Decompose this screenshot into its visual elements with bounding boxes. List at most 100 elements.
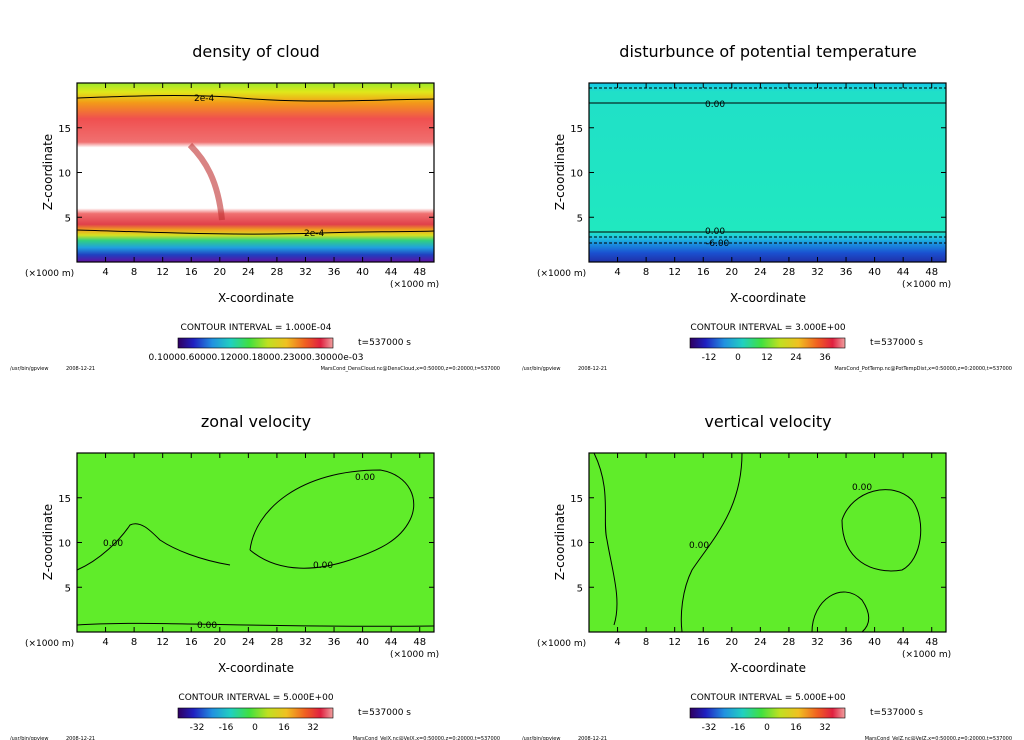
colorbar xyxy=(177,707,334,719)
x-tick-label: 20 xyxy=(213,637,226,648)
contour-label: -6.00 xyxy=(706,239,730,249)
footer-date: 2008-12-21 xyxy=(66,366,95,372)
x-unit-label: (×1000 m) xyxy=(390,280,439,290)
contour-interval: CONTOUR INTERVAL = 1.000E-04 xyxy=(181,323,332,333)
footer-date: 2008-12-21 xyxy=(578,736,607,740)
colorbar-tick-label: 0 xyxy=(764,723,770,733)
contour-label: 0.00 xyxy=(103,539,123,549)
cloud-plume xyxy=(187,142,225,221)
colorbar-tick-label: -16 xyxy=(219,723,234,733)
colorbar-tick-label: 16 xyxy=(278,723,290,733)
x-tick-label: 44 xyxy=(385,267,398,278)
x-tick-label: 24 xyxy=(754,637,767,648)
colorbar-tick-label: 16 xyxy=(790,723,802,733)
x-tick-label: 8 xyxy=(643,637,649,648)
x-axis-label: X-coordinate xyxy=(730,661,806,675)
x-tick-label: 36 xyxy=(840,267,853,278)
chart-title: vertical velocity xyxy=(704,412,831,431)
y-tick-label: 15 xyxy=(58,124,71,135)
x-tick-label: 32 xyxy=(811,267,824,278)
y-tick-label: 5 xyxy=(65,583,71,594)
contour-line xyxy=(680,452,743,633)
x-tick-label: 16 xyxy=(185,637,198,648)
x-tick-label: 28 xyxy=(271,267,284,278)
x-tick-label: 44 xyxy=(385,637,398,648)
x-tick-label: 32 xyxy=(299,267,312,278)
contour-label: 0.00 xyxy=(197,621,217,631)
contour-label: 2e-4 xyxy=(304,229,325,239)
y-axis-label: Z-coordinate xyxy=(41,504,55,580)
colorbar-tick-label: -12 xyxy=(702,353,717,363)
colorbar xyxy=(689,337,846,349)
x-tick-label: 32 xyxy=(811,637,824,648)
x-tick-label: 36 xyxy=(840,637,853,648)
plot-field xyxy=(77,83,434,262)
x-tick-label: 20 xyxy=(725,637,738,648)
contour-label: 2e-4 xyxy=(194,94,215,104)
x-tick-label: 24 xyxy=(242,267,255,278)
time-stamp: t=537000 s xyxy=(870,338,923,348)
footer-source: MarsCond_VelX.nc@VelX,x=0:50000,z=0:2000… xyxy=(353,736,500,740)
y-tick-label: 10 xyxy=(58,169,71,180)
x-tick-label: 4 xyxy=(614,637,620,648)
x-tick-label: 16 xyxy=(185,267,198,278)
y-axis-label: Z-coordinate xyxy=(41,134,55,210)
x-tick-label: 48 xyxy=(925,267,938,278)
x-tick-label: 16 xyxy=(697,267,710,278)
footer-path: /usr/bin/gpview xyxy=(522,736,560,740)
colorbar-tick-label: 32 xyxy=(307,723,318,733)
x-tick-label: 12 xyxy=(668,637,681,648)
colorbar-tick-label: 0 xyxy=(735,353,741,363)
x-tick-label: 32 xyxy=(299,637,312,648)
colorbar-tick-label: 36 xyxy=(819,353,831,363)
footer-source: MarsCond_DensCloud.nc@DensCloud,x=0:5000… xyxy=(321,366,500,372)
colorbar xyxy=(689,707,846,719)
colorbar-tick-label: 24 xyxy=(790,353,802,363)
y-axis-label: Z-coordinate xyxy=(553,134,567,210)
y-tick-label: 10 xyxy=(58,539,71,550)
contour-label: 0.00 xyxy=(852,483,872,493)
x-tick-label: 40 xyxy=(868,267,881,278)
x-unit-label: (×1000 m) xyxy=(902,280,951,290)
contour-interval: CONTOUR INTERVAL = 3.000E+00 xyxy=(690,323,845,333)
x-tick-label: 8 xyxy=(131,267,137,278)
y-unit-label: (×1000 m) xyxy=(537,639,586,649)
y-tick-label: 5 xyxy=(65,213,71,224)
y-tick-label: 10 xyxy=(570,169,583,180)
contour-interval: CONTOUR INTERVAL = 5.000E+00 xyxy=(690,693,845,703)
footer-source: MarsCond_PotTemp.nc@PotTempDist,x=0:5000… xyxy=(834,366,1012,372)
x-axis-label: X-coordinate xyxy=(218,291,294,305)
chart-title: density of cloud xyxy=(192,42,320,61)
contour-label: 0.00 xyxy=(705,100,725,110)
contour-line xyxy=(841,489,922,572)
colorbar-tick-label: -16 xyxy=(731,723,746,733)
x-tick-label: 12 xyxy=(156,267,169,278)
footer-date: 2008-12-21 xyxy=(66,736,95,740)
x-tick-label: 48 xyxy=(413,267,426,278)
x-tick-label: 4 xyxy=(614,267,620,278)
x-tick-label: 48 xyxy=(413,637,426,648)
contour-label: 0.00 xyxy=(355,473,375,483)
colorbar xyxy=(177,337,334,349)
x-tick-label: 20 xyxy=(725,267,738,278)
time-stamp: t=537000 s xyxy=(870,708,923,718)
contour-line xyxy=(249,469,415,569)
x-tick-label: 12 xyxy=(156,637,169,648)
x-tick-label: 24 xyxy=(754,267,767,278)
y-unit-label: (×1000 m) xyxy=(537,269,586,279)
x-tick-label: 24 xyxy=(242,637,255,648)
colorbar-tick-label: 0.10000.60000.12000.18000.23000.30000e-0… xyxy=(149,353,364,363)
x-tick-label: 44 xyxy=(897,267,910,278)
x-tick-label: 4 xyxy=(102,267,108,278)
time-stamp: t=537000 s xyxy=(358,338,411,348)
chart-panel-2: disturbunce of potential temperature 0.00… xyxy=(522,42,1012,372)
plot-field xyxy=(589,83,946,262)
y-tick-label: 15 xyxy=(570,124,583,135)
contour-label: 0.00 xyxy=(689,541,709,551)
footer-path: /usr/bin/gpview xyxy=(522,366,560,372)
contour-interval: CONTOUR INTERVAL = 5.000E+00 xyxy=(178,693,333,703)
x-tick-label: 40 xyxy=(356,637,369,648)
colorbar-tick-label: 12 xyxy=(761,353,772,363)
